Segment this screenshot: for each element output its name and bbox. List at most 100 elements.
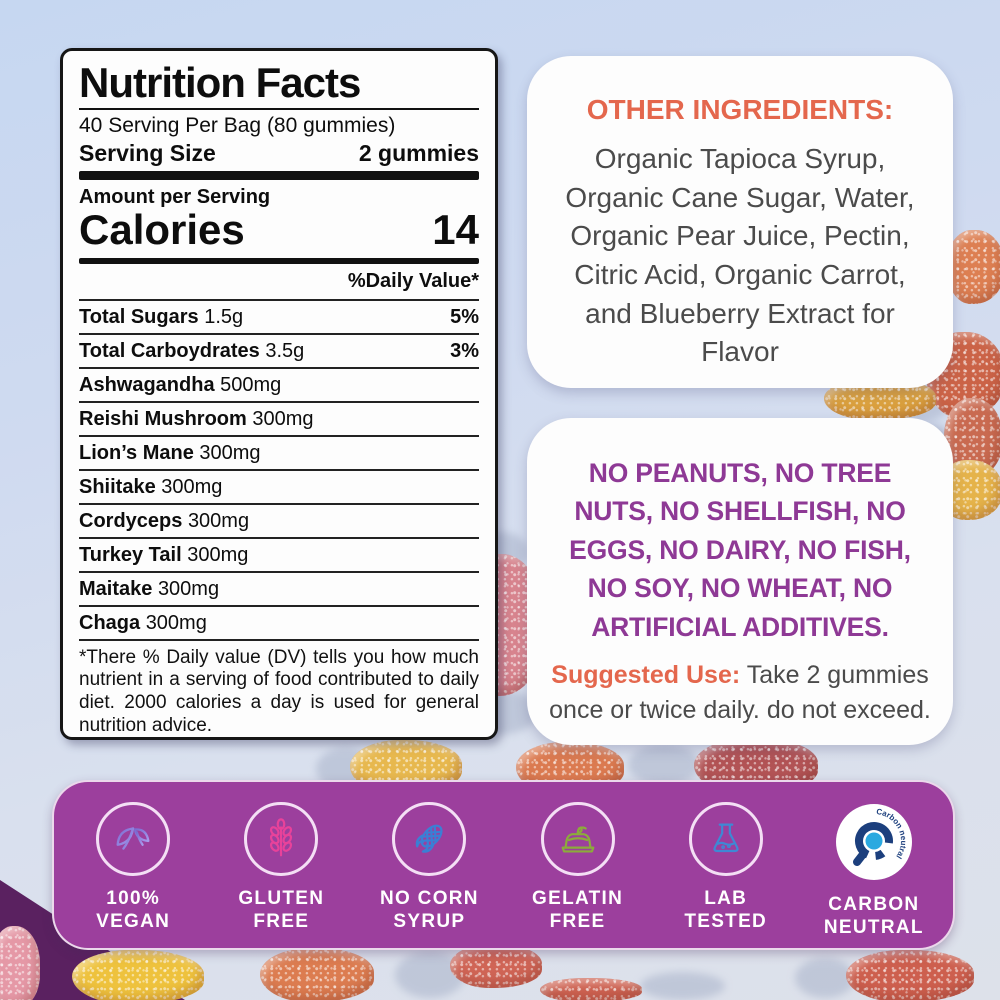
calories-label: Calories (79, 205, 245, 253)
calories-row: Calories 14 (79, 205, 479, 253)
row-dv: 3% (450, 339, 479, 362)
suggested-use-label: Suggested Use: (551, 661, 741, 690)
divider (79, 107, 479, 110)
row-amount: 3.5g (265, 339, 305, 362)
badge-label-line1: GLUTEN (238, 888, 325, 909)
badge-label-line2: SYRUP (393, 911, 466, 933)
badge-label-line2: TESTED (684, 911, 768, 933)
carbon-neutral-logo: Carbon neutral (835, 804, 912, 880)
row-text: Lion’s Mane 300mg (79, 442, 261, 465)
nutrient-row: Chaga 300mg (79, 607, 479, 641)
badge-label-line2: NEUTRAL (823, 917, 924, 939)
badge-lab-tested: LAB TESTED (657, 802, 795, 933)
row-name: Maitake (79, 577, 153, 600)
gummy-orange (946, 230, 1000, 304)
amount-per-serving: Amount per Serving (79, 185, 271, 208)
nutrition-title: Nutrition Facts (79, 59, 361, 106)
allergen-statement: NO PEANUTS, NO TREE NUTS, NO SHELLFISH, … (569, 458, 911, 642)
thick-divider (79, 257, 479, 264)
badge-label: GLUTEN FREE (238, 887, 324, 933)
calories-value: 14 (432, 205, 479, 253)
row-text: Total Sugars 1.5g (79, 306, 243, 329)
badge-label: NO CORN SYRUP (380, 887, 479, 933)
badge-label: 100% VEGAN (96, 887, 170, 933)
other-ingredients-card: OTHER INGREDIENTS: Organic Tapioca Syrup… (527, 56, 953, 388)
suggested-use: Suggested Use: Take 2 gummies once or tw… (549, 658, 931, 728)
row-amount: 300mg (187, 543, 249, 566)
row-name: Cordyceps (79, 509, 183, 532)
nutrient-row: Cordyceps 300mg (79, 505, 479, 539)
badge-circle (96, 802, 171, 876)
badge-gluten-free: GLUTEN FREE (212, 802, 350, 933)
row-dv: 5% (450, 305, 479, 328)
row-amount: 300mg (199, 441, 261, 464)
badge-circle (244, 802, 319, 876)
badge-circle: Carbon neutral (834, 802, 914, 882)
nutrient-row: Shiitake 300mg (79, 471, 479, 505)
badge-circle (392, 802, 467, 876)
daily-value-footnote: *There % Daily value (DV) tells you how … (79, 646, 479, 736)
serving-size-label: Serving Size (79, 139, 216, 166)
row-name: Turkey Tail (79, 543, 182, 566)
gummy-pink (0, 926, 40, 1000)
badge-label-line1: LAB (704, 888, 748, 909)
gummy-red (450, 944, 542, 988)
nutrient-row: Reishi Mushroom 300mg (79, 403, 479, 437)
badge-label-line2: FREE (253, 911, 310, 933)
badge-label-line1: GELATIN (532, 888, 624, 909)
row-name: Total Carboydrates (79, 339, 260, 362)
badge-circle (540, 802, 615, 876)
row-text: Ashwagandha 500mg (79, 374, 281, 397)
row-text: Total Carboydrates 3.5g (79, 340, 304, 363)
badge-label-line2: FREE (549, 911, 606, 933)
badge-label: LAB TESTED (684, 887, 767, 933)
nutrient-row: Ashwagandha 500mg (79, 369, 479, 403)
badge-no-corn-syrup: NO CORN SYRUP (360, 802, 498, 933)
badge-label-line1: 100% (106, 888, 161, 909)
row-amount: 300mg (157, 577, 220, 600)
gummy-shadow (640, 972, 725, 1000)
gummy-shadow (628, 745, 700, 785)
row-text: Reishi Mushroom 300mg (79, 408, 314, 431)
badge-label: GELATIN FREE (532, 887, 623, 933)
row-amount: 300mg (187, 509, 250, 532)
gummy-orange (260, 948, 374, 1000)
leaves-icon (116, 827, 150, 850)
row-amount: 1.5g (204, 305, 244, 328)
badge-circle (688, 802, 763, 876)
thick-divider (79, 170, 479, 180)
nutrient-row: Total Sugars 1.5g 5% (79, 301, 479, 335)
jelly-icon (561, 826, 594, 853)
nutrition-facts-label: Nutrition Facts 40 Serving Per Bag (80 g… (60, 48, 498, 740)
badge-label-line1: NO CORN (380, 888, 479, 909)
nutrient-row: Total Carboydrates 3.5g 3% (79, 335, 479, 369)
feature-banner: 100% VEGAN (52, 780, 955, 950)
badge-label: CARBON NEUTRAL (824, 893, 924, 939)
badge-gelatin-free: GELATIN FREE (509, 802, 647, 933)
gummy-yellow (72, 950, 204, 1000)
corn-icon (416, 824, 443, 853)
serving-size-value: 2 gummies (358, 139, 479, 166)
row-name: Ashwagandha (79, 373, 215, 396)
gummy-red (846, 950, 974, 1000)
badge-label-line1: CARBON (828, 894, 920, 915)
row-text: Shiitake 300mg (79, 476, 222, 499)
allergen-card: NO PEANUTS, NO TREE NUTS, NO SHELLFISH, … (527, 418, 953, 745)
suggested-use-text: Take 2 gummies once or twice daily. do n… (549, 661, 931, 725)
row-name: Lion’s Mane (79, 441, 194, 464)
badge-label-line2: VEGAN (96, 911, 171, 933)
badge-100-vegan: 100% VEGAN (64, 802, 202, 933)
row-text: Chaga 300mg (79, 612, 207, 635)
row-amount: 500mg (220, 373, 282, 396)
row-amount: 300mg (161, 475, 223, 498)
row-text: Cordyceps 300mg (79, 510, 249, 533)
row-amount: 300mg (252, 407, 314, 430)
row-text: Maitake 300mg (79, 578, 219, 601)
daily-value-header: %Daily Value* (79, 268, 479, 301)
row-text: Turkey Tail 300mg (79, 544, 248, 567)
nutrient-row: Lion’s Mane 300mg (79, 437, 479, 471)
gummy-red (540, 978, 642, 1000)
badge-carbon-neutral: Carbon neutral CARBON NEUTRAL (805, 802, 943, 939)
servings-per-bag: 40 Serving Per Bag (80 gummies) (79, 113, 396, 137)
